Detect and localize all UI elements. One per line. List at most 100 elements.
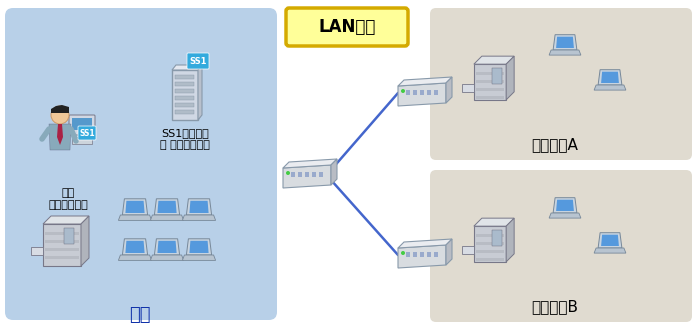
Polygon shape (155, 199, 180, 215)
Polygon shape (398, 83, 446, 106)
Circle shape (401, 251, 405, 255)
Polygon shape (594, 248, 626, 253)
Polygon shape (190, 241, 209, 253)
Bar (172, 70, 198, 120)
Polygon shape (31, 247, 43, 255)
Text: 管理
クライアント: 管理 クライアント (48, 188, 88, 210)
Polygon shape (125, 201, 145, 213)
Bar (406, 252, 410, 257)
FancyBboxPatch shape (430, 8, 692, 160)
Bar (175, 75, 194, 79)
Bar (319, 172, 323, 177)
Bar (474, 226, 506, 262)
Polygon shape (398, 77, 452, 86)
FancyBboxPatch shape (430, 170, 692, 322)
Bar (175, 89, 194, 93)
Bar (427, 90, 431, 95)
Bar (427, 252, 431, 257)
Bar (413, 252, 417, 257)
FancyBboxPatch shape (5, 8, 277, 320)
Text: SS1サーバー
兼 収集サーバー: SS1サーバー 兼 収集サーバー (160, 128, 210, 149)
Bar (476, 96, 504, 99)
Polygon shape (190, 201, 209, 213)
FancyBboxPatch shape (78, 126, 96, 140)
Bar (413, 90, 417, 95)
Bar (45, 256, 79, 259)
Polygon shape (474, 218, 514, 226)
Polygon shape (398, 245, 446, 268)
Polygon shape (43, 216, 89, 224)
Bar (406, 90, 410, 95)
Bar (476, 80, 504, 83)
Text: 本館: 本館 (130, 306, 150, 324)
Bar (476, 72, 504, 75)
Polygon shape (556, 200, 574, 211)
Bar (434, 252, 438, 257)
Circle shape (286, 171, 290, 175)
Polygon shape (172, 65, 202, 70)
Polygon shape (198, 65, 202, 120)
Bar (492, 68, 502, 84)
FancyBboxPatch shape (187, 53, 209, 69)
Polygon shape (598, 233, 622, 248)
Polygon shape (158, 241, 176, 253)
Polygon shape (122, 199, 148, 215)
Polygon shape (186, 239, 211, 255)
Bar (175, 110, 194, 114)
Bar (291, 172, 295, 177)
Polygon shape (553, 198, 577, 213)
Polygon shape (601, 72, 619, 83)
Polygon shape (283, 159, 337, 168)
Bar (476, 250, 504, 253)
Bar (45, 248, 79, 251)
Polygon shape (556, 37, 574, 48)
Polygon shape (51, 105, 69, 113)
Polygon shape (150, 255, 183, 260)
Bar (175, 82, 194, 86)
Polygon shape (57, 124, 63, 145)
Bar (476, 258, 504, 261)
Polygon shape (283, 165, 331, 188)
Text: SS1: SS1 (189, 56, 206, 65)
Circle shape (51, 106, 69, 124)
Polygon shape (183, 255, 216, 260)
Polygon shape (398, 239, 452, 248)
Polygon shape (462, 246, 474, 254)
Bar (64, 228, 74, 244)
Polygon shape (601, 235, 619, 246)
Polygon shape (125, 241, 145, 253)
Bar (72, 118, 92, 130)
Polygon shape (122, 239, 148, 255)
Polygon shape (158, 201, 176, 213)
Polygon shape (155, 239, 180, 255)
Text: センターA: センターA (531, 137, 578, 152)
FancyBboxPatch shape (69, 115, 95, 135)
Bar (476, 242, 504, 245)
Bar (420, 252, 424, 257)
Bar (305, 172, 309, 177)
Text: LAN構成: LAN構成 (318, 18, 376, 36)
Bar (434, 90, 438, 95)
FancyBboxPatch shape (286, 8, 408, 46)
Polygon shape (81, 216, 89, 266)
Polygon shape (446, 77, 452, 103)
Polygon shape (118, 255, 152, 260)
Bar (175, 96, 194, 100)
Polygon shape (553, 35, 577, 50)
Polygon shape (118, 215, 152, 220)
Bar (312, 172, 316, 177)
Bar (175, 103, 194, 107)
Polygon shape (594, 85, 626, 90)
Text: センターB: センターB (531, 299, 578, 314)
Polygon shape (446, 239, 452, 265)
Bar (72, 139, 92, 144)
Polygon shape (506, 56, 514, 100)
Polygon shape (506, 218, 514, 262)
Bar (298, 172, 302, 177)
Bar (474, 64, 506, 100)
Bar (476, 88, 504, 91)
Bar (43, 224, 81, 266)
Polygon shape (183, 215, 216, 220)
Polygon shape (331, 159, 337, 185)
Bar (45, 232, 79, 235)
